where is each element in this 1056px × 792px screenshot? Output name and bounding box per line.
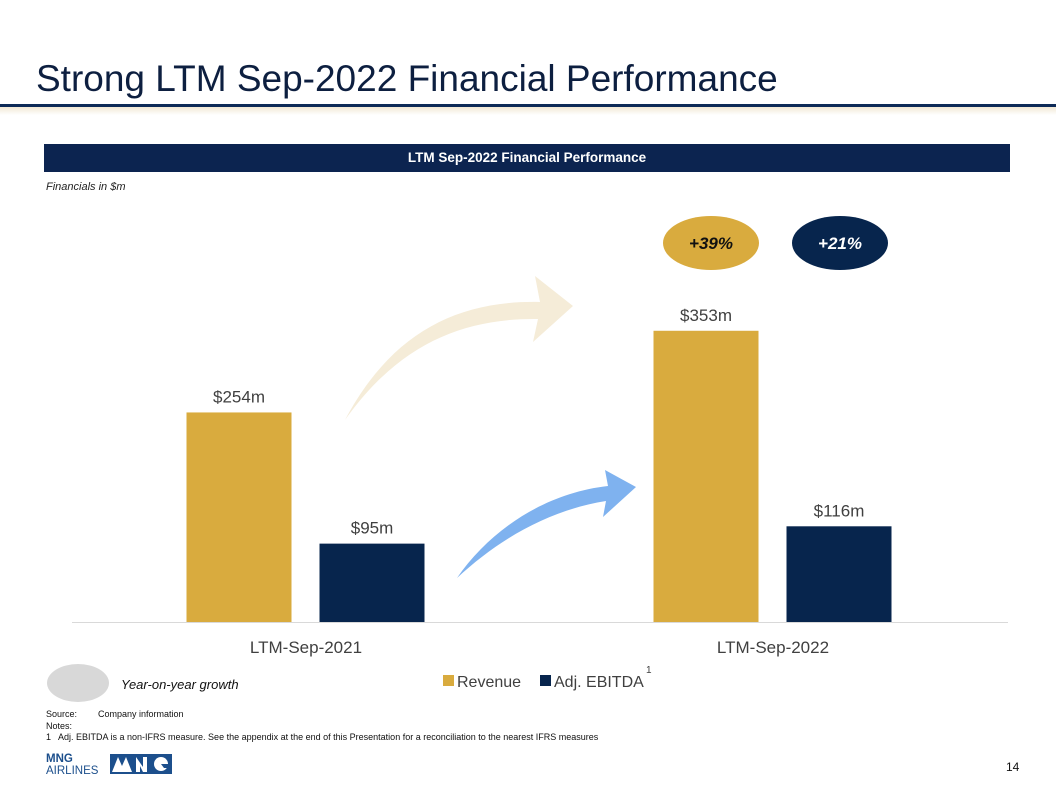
- chart-banner: LTM Sep-2022 Financial Performance: [44, 144, 1010, 172]
- growth-label: +39%: [689, 234, 733, 253]
- data-label: $95m: [351, 519, 394, 538]
- logo-mark-icon: [110, 754, 172, 774]
- legend-footnote-marker: 1: [646, 665, 652, 676]
- logo-mng-text: MNG: [46, 753, 73, 765]
- bar-revenue-1: [653, 330, 759, 622]
- x-tick-label: LTM-Sep-2022: [717, 638, 829, 657]
- note-text: Adj. EBITDA is a non-IFRS measure. See t…: [58, 732, 599, 742]
- data-label: $254m: [213, 387, 265, 406]
- note-number: 1: [46, 732, 52, 742]
- growth-bubble: [663, 216, 759, 270]
- legend-swatch: [540, 675, 551, 686]
- source-label: Source:: [46, 709, 78, 719]
- data-label: $353m: [680, 306, 732, 325]
- title-divider: [0, 104, 1056, 107]
- title-divider-shadow: [0, 107, 1056, 115]
- growth-legend-swatch: [47, 664, 109, 702]
- growth-label: +21%: [818, 234, 862, 253]
- data-label: $116m: [814, 501, 865, 520]
- revenue-growth-arrow-icon: [345, 276, 573, 420]
- page-number: 14: [1006, 760, 1020, 774]
- legend-label: Adj. EBITDA: [554, 674, 644, 691]
- legend-swatch: [443, 675, 454, 686]
- bar-adj-ebitda-0: [319, 543, 425, 622]
- x-tick-label: LTM-Sep-2021: [250, 638, 362, 657]
- company-logo: MNG AIRLINES: [46, 753, 172, 776]
- financials-note: Financials in $m: [46, 181, 126, 193]
- bar-adj-ebitda-1: [786, 526, 892, 622]
- source-notes: Source: Company information Notes: 1 Adj. …: [46, 709, 598, 744]
- logo-airlines-text: AIRLINES: [46, 765, 99, 776]
- notes-label: Notes:: [46, 720, 73, 731]
- growth-bubble: [792, 216, 888, 270]
- ebitda-growth-arrow-icon: [457, 470, 636, 578]
- growth-legend-label: Year-on-year growth: [121, 677, 239, 692]
- source-text: Company information: [98, 709, 184, 719]
- bar-revenue-0: [186, 412, 292, 622]
- legend-label: Revenue: [457, 674, 521, 691]
- page-title: Strong LTM Sep-2022 Financial Performanc…: [36, 58, 778, 99]
